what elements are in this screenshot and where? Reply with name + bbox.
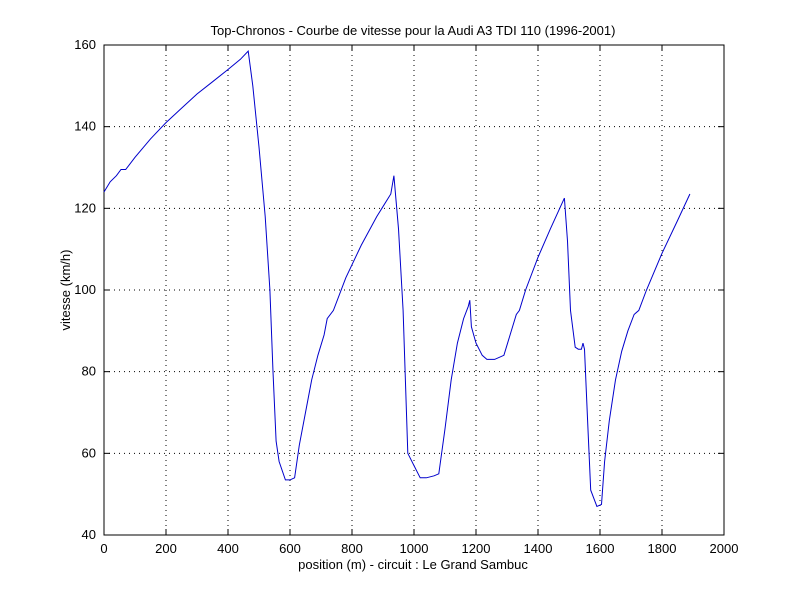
y-tick-label: 120	[74, 200, 96, 215]
grid	[104, 45, 724, 535]
x-tick-label: 1600	[586, 541, 615, 556]
x-tick-label: 1200	[462, 541, 491, 556]
x-tick-label: 1400	[524, 541, 553, 556]
y-tick-label: 160	[74, 37, 96, 52]
x-tick-label: 800	[341, 541, 363, 556]
x-tick-label: 2000	[710, 541, 739, 556]
x-tick-label: 1000	[400, 541, 429, 556]
speed-line	[103, 49, 691, 508]
x-tick-label: 200	[155, 541, 177, 556]
series-layer	[103, 49, 691, 508]
y-axis-label: vitesse (km/h)	[58, 250, 73, 331]
y-tick-label: 60	[82, 445, 96, 460]
x-tick-label: 400	[217, 541, 239, 556]
y-tick-label: 40	[82, 527, 96, 542]
chart-title: Top-Chronos - Courbe de vitesse pour la …	[211, 23, 616, 38]
x-tick-label: 1800	[648, 541, 677, 556]
y-tick-label: 80	[82, 364, 96, 379]
x-axis-label: position (m) - circuit : Le Grand Sambuc	[298, 557, 528, 572]
axis-ticks: 0 200 400 600 800 1000 1200 1400 1600 1800 2000 40 6…	[74, 37, 738, 556]
x-tick-label: 600	[279, 541, 301, 556]
y-tick-label: 100	[74, 282, 96, 297]
y-tick-label: 140	[74, 119, 96, 134]
x-tick-label: 0	[100, 541, 107, 556]
